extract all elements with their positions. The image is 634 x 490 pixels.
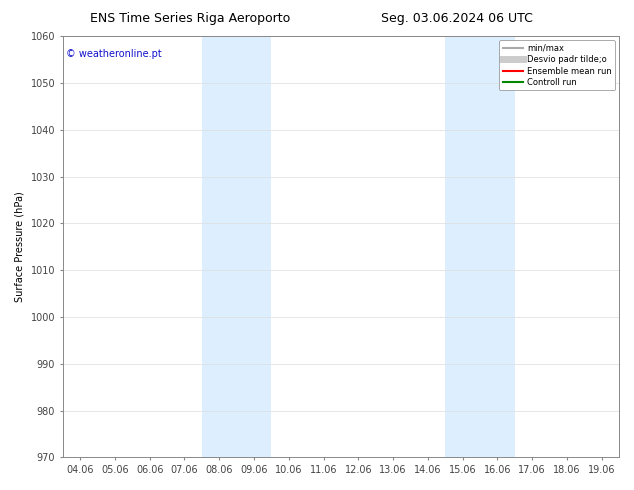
Bar <box>202 36 271 457</box>
Text: © weatheronline.pt: © weatheronline.pt <box>65 49 161 59</box>
Legend: min/max, Desvio padr tilde;o, Ensemble mean run, Controll run: min/max, Desvio padr tilde;o, Ensemble m… <box>499 40 615 91</box>
Bar <box>445 36 515 457</box>
Text: ENS Time Series Riga Aeroporto: ENS Time Series Riga Aeroporto <box>90 12 290 25</box>
Text: Seg. 03.06.2024 06 UTC: Seg. 03.06.2024 06 UTC <box>380 12 533 25</box>
Y-axis label: Surface Pressure (hPa): Surface Pressure (hPa) <box>15 192 25 302</box>
